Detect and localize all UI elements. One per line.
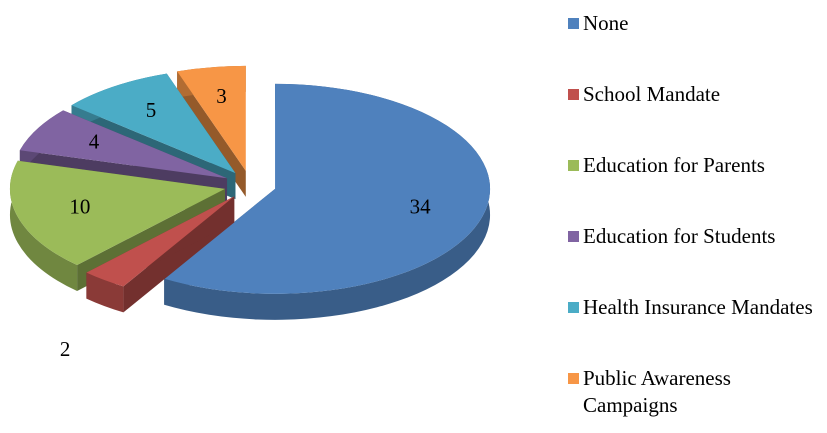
slice-top — [86, 196, 235, 287]
legend-label: Health Insurance Mandates — [583, 295, 813, 319]
slice — [86, 196, 235, 313]
legend-label: School Mandate — [583, 82, 721, 106]
data-label: 3 — [216, 84, 227, 108]
slice-top — [71, 73, 236, 174]
data-label: 2 — [60, 337, 71, 361]
legend: None School Mandate Education for Parents E… — [568, 10, 823, 433]
legend-swatch — [568, 302, 579, 313]
slice-wall — [86, 272, 124, 313]
legend-swatch — [568, 18, 579, 29]
legend-swatch — [568, 160, 579, 171]
legend-swatch — [568, 373, 579, 384]
legend-item: Education for Parents — [568, 152, 823, 223]
legend-label: None — [583, 11, 629, 35]
data-label: 34 — [410, 194, 432, 218]
slice-top — [19, 110, 228, 179]
legend-item: None — [568, 10, 823, 81]
slice-wall — [9, 160, 78, 292]
data-label: 10 — [69, 194, 90, 218]
slice-wall — [164, 83, 491, 320]
legend-swatch — [568, 89, 579, 100]
slice-top — [164, 83, 491, 294]
legend-label: Education for Parents — [583, 153, 765, 177]
slice — [164, 83, 491, 320]
slice-top — [177, 65, 246, 171]
legend-item: Public Awareness Campaigns — [568, 365, 823, 433]
pie-chart: 34 2 10 4 5 3 — [9, 65, 491, 361]
slice-top — [9, 160, 225, 266]
data-label: 5 — [146, 98, 157, 122]
legend-item: Education for Students — [568, 223, 823, 294]
legend-label: Public Awareness Campaigns — [583, 366, 731, 417]
data-label: 4 — [89, 130, 100, 154]
legend-item: School Mandate — [568, 81, 823, 152]
legend-item: Health Insurance Mandates — [568, 294, 823, 365]
legend-label: Education for Students — [583, 224, 776, 248]
legend-swatch — [568, 231, 579, 242]
